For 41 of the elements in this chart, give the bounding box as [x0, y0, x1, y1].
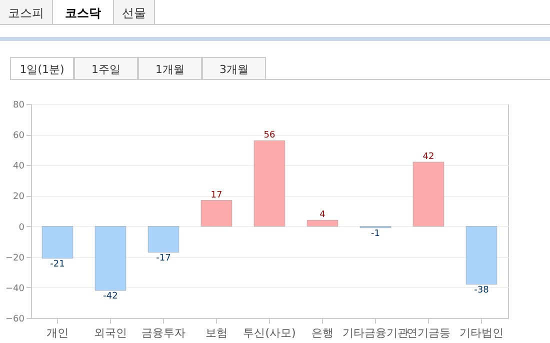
data-label: 56 [264, 130, 276, 141]
y-tick-label: −40 [6, 284, 25, 294]
bar [306, 220, 338, 227]
x-tick-label: 외국인 [94, 326, 127, 340]
text: 3개월 [202, 57, 266, 79]
data-label: -42 [103, 291, 118, 302]
y-tick-label: 20 [13, 192, 25, 202]
x-tick-label: 기타법인 [460, 326, 504, 340]
bar [254, 140, 286, 227]
data-label: -1 [371, 228, 380, 239]
bar [200, 200, 232, 227]
data-label: 4 [320, 210, 326, 220]
bar [412, 162, 444, 227]
x-tick-label: 은행 [312, 326, 334, 340]
y-tick-label: 0 [18, 222, 25, 233]
bar [148, 226, 180, 253]
bar [42, 226, 74, 259]
text: 코스피 [0, 0, 53, 24]
x-tick-label: 연기금등 [406, 326, 450, 340]
text: 1일(1분) [10, 57, 74, 79]
y-tick-label: −20 [6, 253, 25, 264]
text: 코스닥 [53, 0, 114, 24]
data-label: -21 [50, 259, 65, 270]
data-label: 42 [422, 152, 434, 162]
text: 1개월 [138, 57, 202, 79]
text: 1주일 [74, 57, 138, 79]
y-tick-label: 80 [13, 100, 25, 110]
bar [94, 226, 126, 291]
y-tick-label: 60 [13, 131, 25, 142]
y-tick-label: −60 [6, 314, 25, 324]
text: 선물 [114, 0, 155, 24]
data-label: 17 [210, 190, 222, 200]
data-label: -17 [156, 253, 171, 264]
x-tick-label: 투신(사모) [243, 326, 296, 340]
bar [466, 226, 498, 285]
x-tick-label: 개인 [46, 326, 68, 340]
y-tick-label: 40 [13, 162, 25, 172]
x-tick-label: 기타금융기관 [342, 326, 408, 340]
x-tick-label: 금융투자 [142, 326, 186, 340]
data-label: -38 [474, 285, 490, 296]
x-tick-label: 보험 [206, 326, 228, 340]
